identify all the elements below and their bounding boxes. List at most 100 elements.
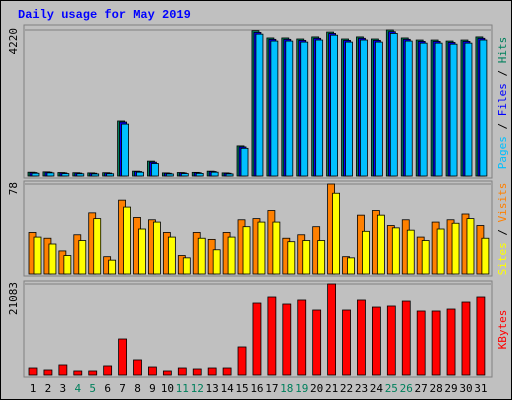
- x-tick-label: 3: [60, 382, 67, 395]
- bar: [436, 228, 445, 275]
- bar: [63, 255, 72, 275]
- bar: [118, 338, 127, 376]
- x-tick-label: 10: [161, 382, 174, 395]
- bar: [272, 221, 281, 275]
- legend-entry: KBytes: [496, 310, 509, 350]
- legend: Pages / Files / Hits: [496, 37, 509, 170]
- x-tick-label: 31: [474, 382, 487, 395]
- bar: [133, 359, 142, 376]
- x-tick-label: 2: [45, 382, 52, 395]
- x-tick-label: 1: [30, 382, 37, 395]
- bar: [302, 240, 311, 275]
- bar: [416, 310, 426, 376]
- bar: [282, 303, 292, 376]
- bar: [123, 206, 131, 275]
- bar: [464, 42, 473, 177]
- chart-title: Daily usage for May 2019: [18, 8, 191, 22]
- bar: [255, 33, 264, 177]
- bar: [136, 171, 144, 177]
- bar: [476, 296, 486, 376]
- bar: [347, 257, 355, 275]
- bar: [466, 218, 475, 275]
- bar: [434, 42, 443, 177]
- bar: [342, 309, 351, 376]
- x-tick-label: 16: [250, 382, 263, 395]
- bar: [195, 173, 204, 177]
- x-tick-label: 30: [459, 382, 472, 395]
- bar: [28, 367, 38, 376]
- bar: [419, 42, 428, 177]
- legend-entry: Hits: [496, 37, 509, 64]
- x-tick-label: 11: [176, 382, 189, 395]
- bar: [162, 370, 172, 376]
- bar: [33, 236, 42, 275]
- bar: [76, 173, 85, 177]
- bar: [449, 43, 458, 177]
- bar: [225, 173, 234, 177]
- legend-entry: Pages: [496, 136, 509, 169]
- bar: [48, 243, 57, 275]
- bar: [389, 33, 398, 177]
- x-tick-label: 18: [280, 382, 293, 395]
- bar: [374, 41, 383, 177]
- bar: [197, 237, 206, 275]
- x-tick-label: 14: [220, 382, 234, 395]
- y-tick-label: 4220: [7, 28, 20, 55]
- bar: [91, 173, 100, 177]
- bar: [481, 237, 490, 275]
- bar: [153, 221, 161, 275]
- bar: [312, 309, 322, 376]
- bar: [376, 214, 385, 275]
- bar: [138, 228, 146, 275]
- bar: [287, 241, 296, 275]
- bar: [300, 41, 309, 177]
- y-tick-label: 78: [7, 182, 20, 195]
- bar: [180, 173, 189, 177]
- bar: [317, 240, 326, 275]
- bar: [106, 173, 115, 177]
- bar: [78, 240, 87, 275]
- bar: [192, 368, 202, 376]
- x-tick-label: 19: [295, 382, 308, 395]
- x-tick-label: 5: [89, 382, 96, 395]
- bar: [103, 365, 113, 376]
- x-tick-label: 13: [206, 382, 219, 395]
- bar: [357, 299, 366, 376]
- bar: [446, 308, 456, 376]
- bar: [182, 257, 191, 275]
- bar: [165, 173, 174, 177]
- x-tick-label: 29: [444, 382, 457, 395]
- bar: [386, 305, 396, 376]
- x-tick-label: 24: [370, 382, 384, 395]
- x-tick-label: 15: [235, 382, 248, 395]
- bar: [210, 171, 219, 177]
- bar: [237, 346, 247, 376]
- bar: [371, 306, 381, 376]
- bar: [404, 40, 413, 177]
- bar: [121, 123, 129, 177]
- x-tick-label: 27: [415, 382, 428, 395]
- bar: [257, 221, 266, 275]
- x-tick-label: 6: [104, 382, 111, 395]
- x-tick-label: 17: [265, 382, 278, 395]
- bar: [73, 370, 83, 376]
- bar: [177, 367, 187, 376]
- x-tick-label: 7: [119, 382, 126, 395]
- x-tick-label: 28: [429, 382, 442, 395]
- bar: [270, 40, 279, 177]
- legend-entry: Sites: [496, 242, 509, 275]
- bar: [360, 39, 368, 177]
- bar: [451, 222, 460, 275]
- bar: [479, 39, 488, 177]
- bar: [252, 302, 262, 376]
- x-tick-label: 9: [149, 382, 156, 395]
- bar: [461, 301, 471, 376]
- x-tick-label: 12: [191, 382, 204, 395]
- bar: [401, 300, 411, 376]
- bar: [267, 296, 277, 376]
- bar: [31, 172, 40, 177]
- bar: [61, 173, 70, 177]
- bar: [327, 283, 337, 376]
- bar: [108, 259, 117, 275]
